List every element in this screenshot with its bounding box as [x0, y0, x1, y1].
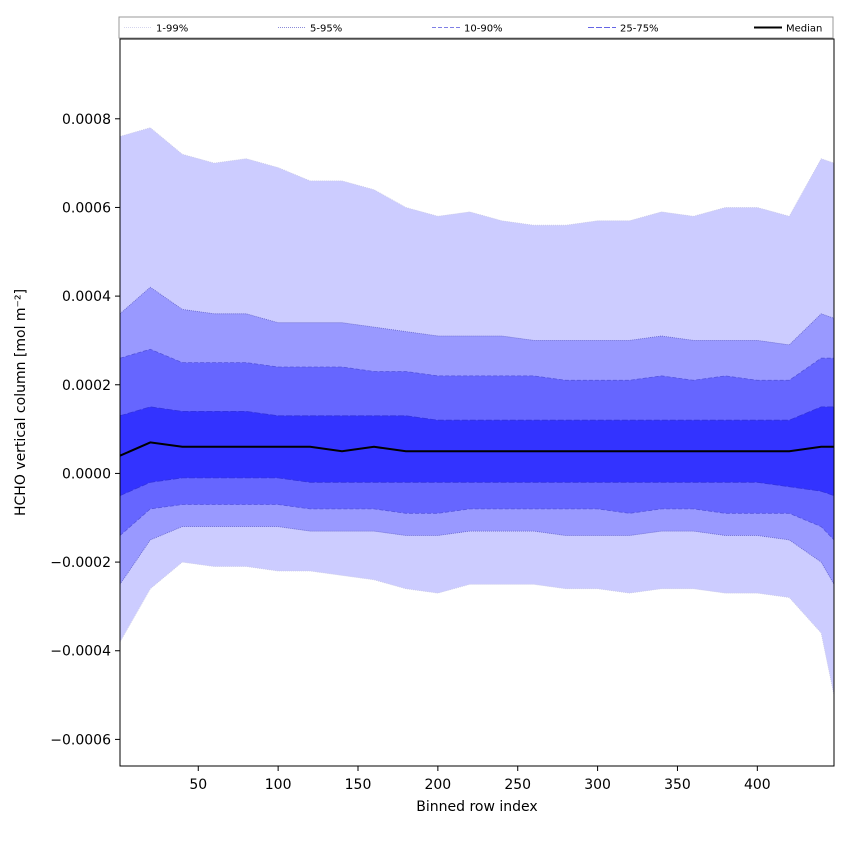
- y-tick-label: 0.0004: [62, 289, 111, 305]
- lines-layer: [119, 127, 835, 696]
- x-axis-label: Binned row index: [416, 799, 537, 815]
- band-lower-line-0: [119, 561, 835, 696]
- y-axis-ticks: −0.0006 −0.0004 −0.0002 0.0000 0.0002 0.0004 0…: [50, 112, 120, 748]
- x-tick-label: 250: [504, 777, 531, 793]
- legend-items: 1-99% 5-95% 10-90% 25-75% Median: [124, 24, 822, 35]
- y-tick-label: −0.0006: [50, 732, 111, 748]
- y-tick-label: −0.0004: [50, 644, 111, 660]
- x-tick-label: 400: [744, 777, 771, 793]
- x-tick-label: 300: [584, 777, 611, 793]
- legend: 1-99% 5-95% 10-90% 25-75% Median: [118, 16, 834, 39]
- y-tick-label: 0.0000: [62, 466, 111, 482]
- legend-label-1: 5-95%: [310, 24, 342, 35]
- x-tick-label: 350: [664, 777, 691, 793]
- median-line: [119, 441, 834, 457]
- legend-label-3: 25-75%: [620, 24, 659, 35]
- band-upper-line-3: [119, 406, 834, 421]
- x-axis-ticks: 50 100 150 200 250 300 350 400: [189, 766, 771, 793]
- legend-label-2: 10-90%: [464, 24, 503, 35]
- y-axis-label: HCHO vertical column [mol m⁻²]: [13, 289, 29, 516]
- y-tick-label: 0.0006: [62, 200, 111, 216]
- legend-box: [118, 16, 834, 39]
- legend-label-4: Median: [786, 24, 822, 35]
- band-upper-line-1: [119, 286, 835, 346]
- band-upper-line-0: [119, 127, 835, 226]
- x-tick-label: 100: [265, 777, 292, 793]
- legend-label-0: 1-99%: [156, 24, 188, 35]
- y-tick-label: 0.0002: [62, 378, 111, 394]
- band-lower-line-3: [119, 477, 835, 496]
- x-tick-label: 200: [424, 777, 451, 793]
- y-tick-label: 0.0008: [62, 112, 111, 128]
- plot-frame: [119, 38, 835, 767]
- x-tick-label: 150: [345, 777, 372, 793]
- band-lower-line-1: [119, 526, 835, 585]
- x-tick-label: 50: [189, 777, 207, 793]
- y-tick-label: −0.0002: [50, 555, 111, 571]
